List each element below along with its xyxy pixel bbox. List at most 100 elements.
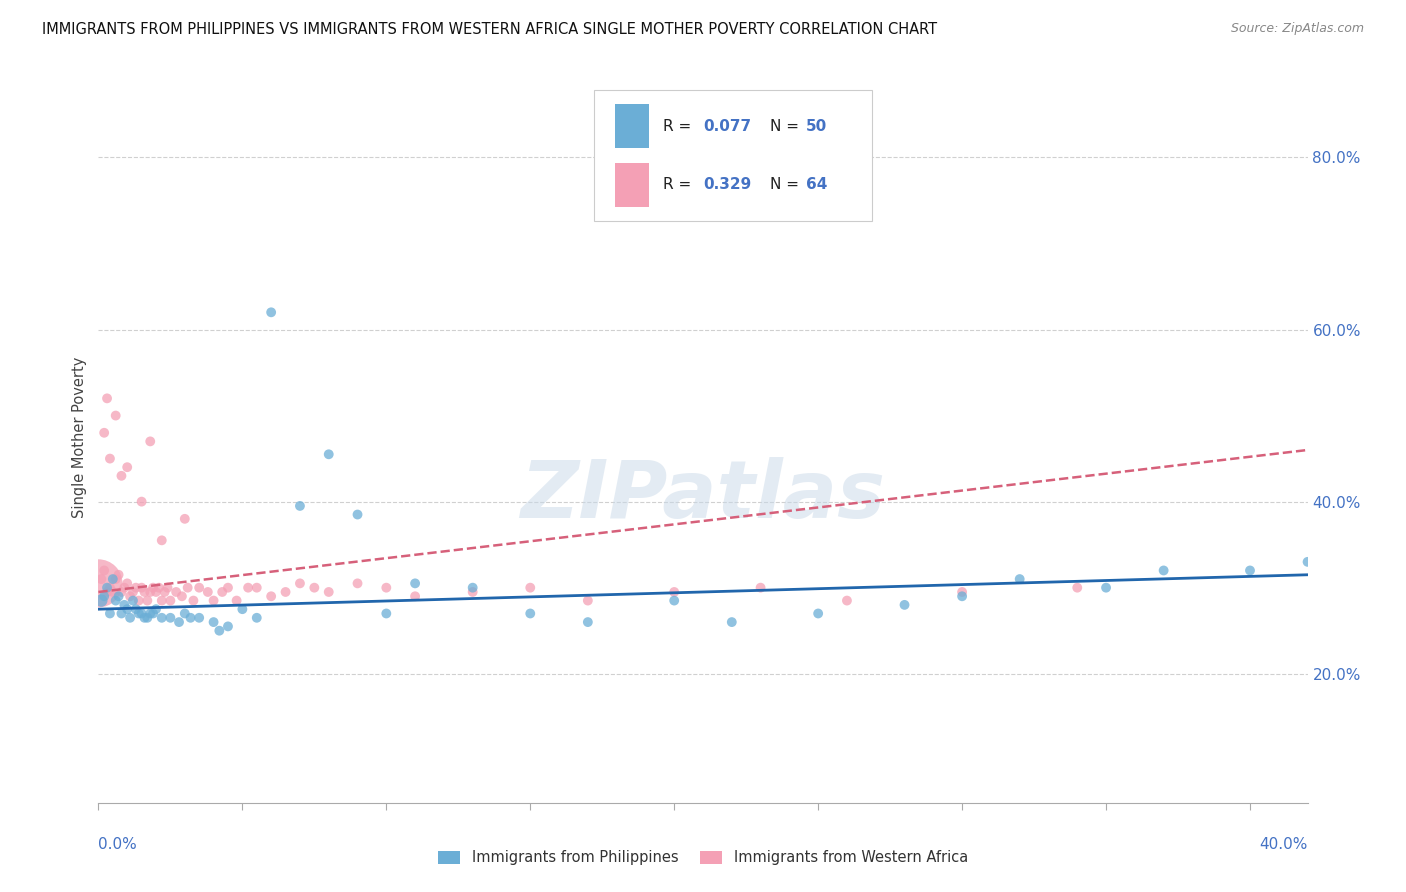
Point [202, 593, 225, 607]
Point [112, 581, 135, 595]
Point [136, 593, 159, 607]
Point [165, 585, 187, 599]
Point [139, 585, 162, 599]
Point [208, 624, 231, 638]
FancyBboxPatch shape [595, 90, 872, 221]
Point [167, 615, 190, 629]
Point [98, 607, 121, 621]
Point [950, 585, 973, 599]
Point [807, 607, 830, 621]
Point [404, 589, 426, 603]
Point [125, 581, 148, 595]
Point [120, 589, 142, 603]
Point [93, 425, 115, 440]
Point [1153, 564, 1175, 578]
Point [115, 576, 138, 591]
Point [98, 581, 121, 595]
Point [125, 602, 148, 616]
Text: N =: N = [769, 119, 803, 134]
Point [173, 512, 195, 526]
Point [404, 576, 426, 591]
Point [131, 494, 153, 508]
Point [664, 585, 686, 599]
Point [170, 589, 193, 603]
Point [246, 581, 269, 595]
Point [101, 572, 124, 586]
Point [90, 572, 112, 586]
Text: ZIPatlas: ZIPatlas [520, 457, 886, 534]
Point [115, 460, 138, 475]
Point [893, 598, 915, 612]
Point [231, 602, 253, 616]
Point [225, 593, 247, 607]
Point [159, 593, 181, 607]
Point [950, 589, 973, 603]
Point [461, 585, 484, 599]
Point [142, 581, 165, 595]
Point [835, 593, 858, 607]
Point [131, 607, 153, 621]
Point [122, 585, 145, 599]
Point [260, 589, 283, 603]
Point [136, 611, 159, 625]
Point [131, 581, 153, 595]
Point [142, 607, 165, 621]
Point [461, 581, 484, 595]
Point [150, 611, 173, 625]
Point [1066, 581, 1088, 595]
Point [139, 434, 162, 449]
Point [202, 615, 225, 629]
Point [128, 593, 150, 607]
Point [576, 593, 599, 607]
Point [576, 615, 599, 629]
Point [236, 581, 259, 595]
Point [156, 581, 179, 595]
Point [188, 611, 211, 625]
Point [1095, 581, 1118, 595]
Point [183, 593, 205, 607]
Point [110, 585, 132, 599]
Point [96, 392, 118, 406]
Point [104, 572, 127, 586]
Point [1008, 572, 1031, 586]
Point [197, 585, 219, 599]
Text: 64: 64 [806, 178, 827, 193]
Text: 0.077: 0.077 [703, 119, 751, 134]
Text: R =: R = [664, 119, 696, 134]
Point [134, 611, 156, 625]
Point [346, 508, 368, 522]
Text: 40.0%: 40.0% [1260, 837, 1308, 852]
Point [93, 589, 115, 603]
Point [318, 585, 340, 599]
Point [288, 576, 311, 591]
Bar [614, 104, 648, 148]
Point [104, 409, 127, 423]
Point [375, 581, 398, 595]
Point [664, 593, 686, 607]
Point [96, 585, 118, 599]
Point [112, 598, 135, 612]
Point [153, 585, 176, 599]
Point [148, 581, 170, 595]
Point [1239, 564, 1261, 578]
Point [274, 585, 297, 599]
Point [749, 581, 772, 595]
Point [120, 611, 142, 625]
Text: R =: R = [664, 178, 696, 193]
Y-axis label: Single Mother Poverty: Single Mother Poverty [72, 357, 87, 517]
Point [93, 564, 115, 578]
Point [720, 615, 742, 629]
Text: IMMIGRANTS FROM PHILIPPINES VS IMMIGRANTS FROM WESTERN AFRICA SINGLE MOTHER POVE: IMMIGRANTS FROM PHILIPPINES VS IMMIGRANT… [42, 22, 938, 37]
Point [139, 607, 162, 621]
Point [375, 607, 398, 621]
Text: N =: N = [769, 178, 803, 193]
Text: 50: 50 [806, 119, 827, 134]
Point [188, 581, 211, 595]
Point [150, 593, 173, 607]
Point [145, 602, 167, 616]
Point [211, 585, 233, 599]
Point [104, 593, 127, 607]
Point [107, 589, 129, 603]
Point [1296, 555, 1319, 569]
Point [180, 611, 202, 625]
